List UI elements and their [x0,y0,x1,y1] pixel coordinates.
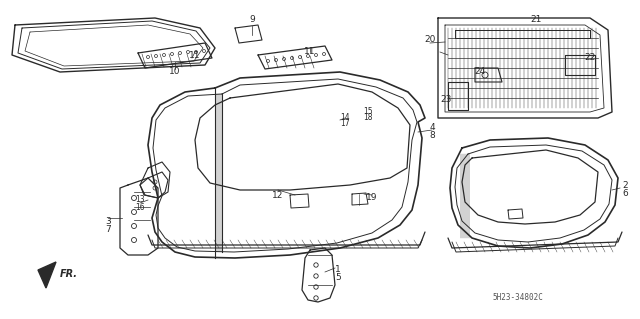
Text: 18: 18 [364,114,372,122]
Text: 10: 10 [169,68,180,77]
Text: 19: 19 [366,192,378,202]
Text: 11: 11 [304,48,316,56]
Text: 14: 14 [340,113,350,122]
Text: 9: 9 [249,16,255,25]
Text: 11: 11 [189,50,201,60]
Text: 4: 4 [429,123,435,132]
Text: 23: 23 [440,95,452,105]
Text: 21: 21 [531,16,541,25]
Text: 5H23-34802C: 5H23-34802C [493,293,543,302]
Text: 5: 5 [335,273,341,283]
Text: 7: 7 [105,226,111,234]
Text: 24: 24 [474,68,486,77]
Text: 13: 13 [135,196,145,204]
Polygon shape [38,262,56,288]
Text: 2: 2 [622,181,628,189]
Text: 8: 8 [429,131,435,140]
Text: 22: 22 [584,54,596,63]
Text: 16: 16 [135,204,145,212]
Text: 12: 12 [272,190,284,199]
Text: 17: 17 [340,118,350,128]
Text: 6: 6 [622,189,628,197]
Text: 15: 15 [363,108,373,116]
Text: FR.: FR. [60,269,78,279]
Text: 1: 1 [335,265,341,275]
Text: 3: 3 [105,218,111,226]
Text: 20: 20 [424,35,436,44]
